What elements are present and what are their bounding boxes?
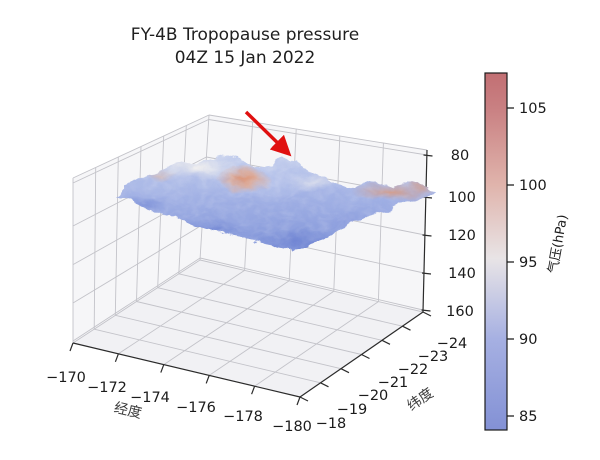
y-tick-label: −20 <box>358 388 389 404</box>
colorbar-axis-label: 气压(hPa) <box>545 213 571 274</box>
x-axis-label: 经度 <box>112 400 143 422</box>
z-axis-ticks <box>421 154 433 312</box>
y-tick-label: −23 <box>418 349 449 365</box>
colorbar: 105 100 95 90 85 气压(hPa) <box>484 72 571 431</box>
y-tick-label: −22 <box>398 362 429 378</box>
annotation-arrow <box>244 110 292 157</box>
colorbar-tick-label: 90 <box>519 332 537 348</box>
x-tick-label: −172 <box>87 380 127 396</box>
x-axis-spine <box>72 342 301 398</box>
z-tick-label: 160 <box>446 304 474 320</box>
colorbar-tick-label: 100 <box>519 178 547 194</box>
x-tick-labels: −170 −172 −174 −176 −178 −180 <box>46 370 312 435</box>
x-tick-label: −176 <box>176 400 216 416</box>
x-tick-label: −178 <box>223 409 263 425</box>
y-tick-label: −18 <box>316 416 347 432</box>
grid-left-wall-vertical <box>93 125 187 330</box>
colorbar-tick-labels: 105 100 95 90 85 <box>519 101 547 425</box>
plot-title: FY-4B Tropopause pressure 04Z 15 Jan 202… <box>131 25 359 68</box>
colorbar-gradient-bar <box>484 72 508 431</box>
title-line-2: 04Z 15 Jan 2022 <box>175 48 316 68</box>
y-tick-labels: −18 −19 −20 −21 −22 −23 −24 <box>316 336 468 432</box>
x-axis-ticks <box>69 342 301 406</box>
z-axis-spine <box>422 149 428 313</box>
z-tick-label: 140 <box>448 266 476 282</box>
pane-floor <box>73 260 423 397</box>
x-tick-label: −170 <box>46 370 86 386</box>
axes3d-panes <box>73 115 427 397</box>
z-tick-label: 120 <box>448 228 476 244</box>
colorbar-tick-label: 105 <box>519 101 547 117</box>
colorbar-tick-label: 95 <box>519 255 537 271</box>
y-tick-label: −24 <box>437 336 468 352</box>
z-tick-label: 100 <box>448 190 476 206</box>
y-axis-ticks <box>299 311 432 402</box>
axes3d-spines <box>69 149 433 406</box>
grid-floor-y <box>94 273 403 384</box>
y-tick-label: −19 <box>337 402 368 418</box>
x-tick-label: −174 <box>130 390 170 406</box>
z-tick-label: 80 <box>451 148 469 164</box>
y-axis-label: 纬度 <box>405 385 437 414</box>
x-tick-label: −180 <box>272 419 312 435</box>
colorbar-ticks <box>507 107 514 417</box>
z-tick-labels: 80 100 120 140 160 <box>446 148 476 320</box>
y-tick-label: −21 <box>378 375 409 391</box>
colorbar-tick-label: 85 <box>519 409 537 425</box>
title-line-1: FY-4B Tropopause pressure <box>131 25 359 45</box>
